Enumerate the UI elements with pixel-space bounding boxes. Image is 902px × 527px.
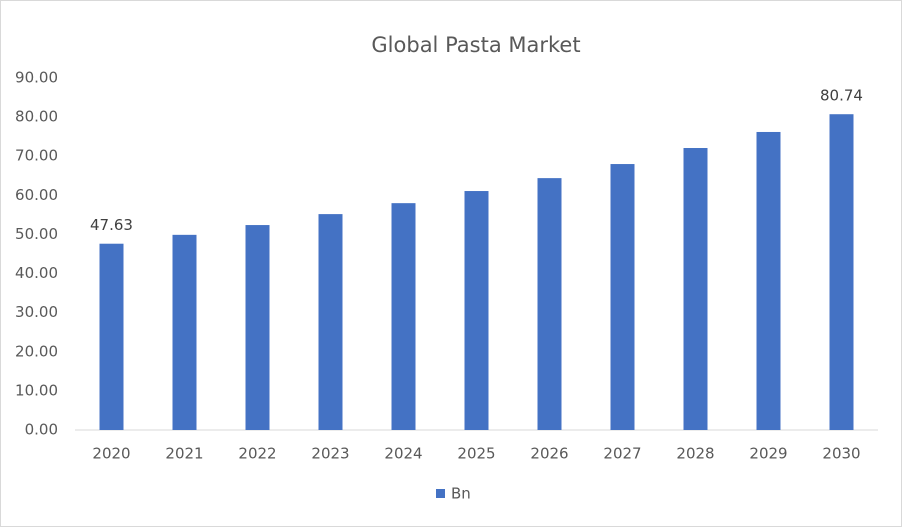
legend-label: Bn [451, 485, 471, 503]
y-tick-label: 30.00 [15, 303, 58, 321]
y-tick-label: 0.00 [25, 421, 58, 439]
x-tick-label: 2024 [384, 445, 422, 463]
x-tick-label: 2021 [165, 445, 203, 463]
y-tick-label: 20.00 [15, 342, 58, 360]
y-tick-label: 60.00 [15, 186, 58, 204]
y-tick-label: 50.00 [15, 225, 58, 243]
x-tick-label: 2026 [530, 445, 568, 463]
y-tick-label: 10.00 [15, 381, 58, 399]
x-tick-label: 2023 [311, 445, 349, 463]
y-tick-label: 70.00 [15, 147, 58, 165]
x-tick-label: 2022 [238, 445, 276, 463]
bar [318, 214, 343, 430]
y-tick-label: 80.00 [15, 108, 58, 126]
bar [683, 148, 708, 430]
chart-title: Global Pasta Market [371, 33, 580, 57]
x-tick-label: 2025 [457, 445, 495, 463]
x-tick-label: 2029 [749, 445, 787, 463]
bar [172, 234, 197, 430]
bar [610, 164, 635, 431]
bar [756, 131, 781, 430]
x-tick-label: 2030 [822, 445, 860, 463]
bar [829, 114, 854, 430]
bar [99, 243, 124, 430]
legend-swatch [436, 489, 445, 498]
x-tick-label: 2027 [603, 445, 641, 463]
x-tick-label: 2020 [92, 445, 130, 463]
bar [245, 225, 270, 430]
bar [537, 178, 562, 430]
y-tick-label: 90.00 [15, 69, 58, 87]
x-tick-label: 2028 [676, 445, 714, 463]
bar [391, 203, 416, 430]
data-label: 47.63 [90, 216, 133, 234]
y-tick-label: 40.00 [15, 264, 58, 282]
data-label: 80.74 [820, 87, 863, 105]
bar [464, 191, 489, 430]
